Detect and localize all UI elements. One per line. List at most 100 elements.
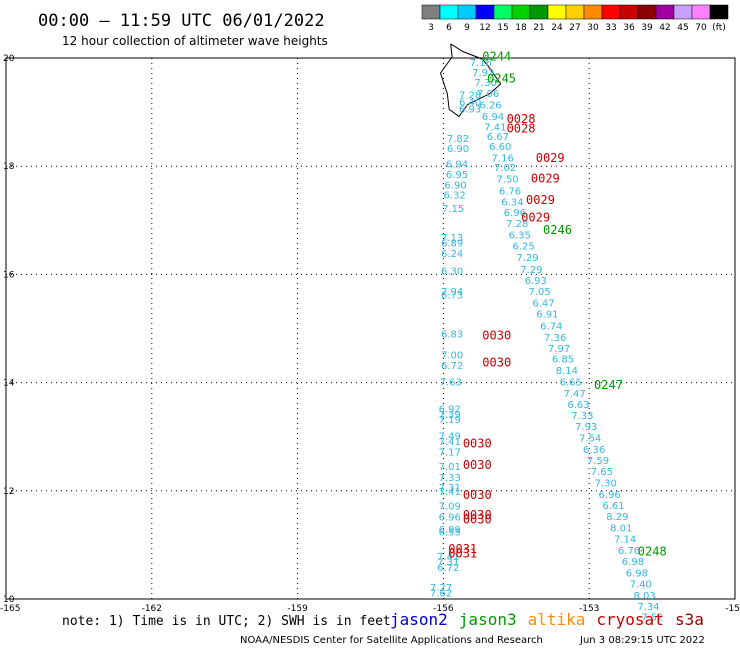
wave-height-label: 6.65 <box>560 377 582 388</box>
wave-height-label: 7.41 <box>437 552 459 563</box>
wave-height-label: 6.73 <box>441 291 463 302</box>
wave-height-label: 7.31 <box>437 557 459 568</box>
color-scale-label: 45 <box>677 23 688 33</box>
wave-height-label: 7.47 <box>563 389 585 400</box>
footer-credit: NOAA/NESDIS Center for Satellite Applica… <box>240 635 543 646</box>
wave-height-label: 7.02 <box>494 163 516 174</box>
color-scale-label: 27 <box>569 23 580 33</box>
wave-height-label: 7.01 <box>439 462 461 473</box>
y-tick-label: 20 <box>3 54 15 64</box>
wave-height-label: 6.90 <box>447 144 469 155</box>
footer-note: note: 1) Time is in UTC; 2) SWH is in fe… <box>62 614 391 629</box>
pass-number-label: 0030 <box>482 328 511 342</box>
wave-height-label: 6.94 <box>482 112 504 123</box>
island-outline <box>439 43 502 118</box>
color-scale-label: 33 <box>605 23 616 33</box>
wave-height-label: 8.29 <box>606 512 628 523</box>
wave-height-label: 6.60 <box>489 142 511 153</box>
color-swatch <box>475 4 495 20</box>
wave-height-label: 6.99 <box>439 525 461 536</box>
wave-height-label: 7.36 <box>544 333 566 344</box>
footer-timestamp: Jun 3 08:29:15 UTC 2022 <box>579 635 705 646</box>
wave-height-label: 6.34 <box>501 198 523 209</box>
wave-height-label: 7.29 <box>516 253 538 264</box>
wave-height-label: 6.96 <box>504 208 526 219</box>
pass-number-label: 0029 <box>536 151 565 165</box>
wave-height-label: 6.25 <box>512 242 534 253</box>
pass-number-label: 0030 <box>463 458 492 472</box>
axis-ticks: 10 12 14 16 18 20 -165 -162 -159 -156 -153 -15 <box>0 54 740 614</box>
wave-height-label: 6.95 <box>446 170 468 181</box>
wave-height-label: 7.17 <box>439 448 461 459</box>
color-swatch <box>547 4 567 20</box>
pass-number-label: 0246 <box>543 223 572 237</box>
color-swatch <box>619 4 639 20</box>
wave-height-label: 7.62 <box>430 588 452 599</box>
wave-height-label: 7.15 <box>442 204 464 215</box>
pass-number-label: 0031 <box>448 546 477 560</box>
coastline <box>439 43 502 118</box>
wave-height-label: 6.26 <box>479 100 501 111</box>
wave-height-label: 6.72 <box>437 563 459 574</box>
wave-height-label: 7.05 <box>528 287 550 298</box>
wave-height-label: 6.92 <box>439 404 461 415</box>
wave-height-label: 7.97 <box>548 344 570 355</box>
grid-lines <box>6 58 735 599</box>
satellite-name: s3a <box>675 610 704 629</box>
x-tick-label: -159 <box>287 604 308 614</box>
wave-height-label: 6.74 <box>540 322 562 333</box>
wave-height-label: 7.28 <box>459 91 481 102</box>
color-swatch <box>673 4 693 20</box>
color-scale-label: 3 <box>428 23 434 33</box>
wave-height-label: 6.24 <box>441 249 463 260</box>
color-swatch <box>583 4 603 20</box>
wave-height-label: 7.94 <box>441 287 463 298</box>
wave-height-label: 7.14 <box>614 535 636 546</box>
wave-height-label: 6.96 <box>439 513 461 524</box>
wave-height-label: 7.41 <box>439 487 461 498</box>
wave-height-label: 6.30 <box>441 266 463 277</box>
x-tick-label: -153 <box>579 604 599 614</box>
chart-subtitle: 12 hour collection of altimeter wave hei… <box>62 34 328 48</box>
color-swatch <box>511 4 531 20</box>
wave-height-values: 7.167.937.307.066.266.947.416.676.607.16… <box>430 58 664 624</box>
wave-height-label: 6.93 <box>459 105 481 116</box>
pass-labels: 0244024500280028002900290029002902460030… <box>448 50 666 561</box>
color-swatch <box>439 4 459 20</box>
x-tick-label: -15 <box>725 604 740 614</box>
chart-title: 00:00 – 11:59 UTC 06/01/2022 <box>38 11 325 31</box>
wave-height-label: 6.83 <box>441 330 463 341</box>
plot-frame <box>5 57 736 600</box>
x-tick-label: -156 <box>433 604 454 614</box>
color-scale-label: 6 <box>446 23 452 33</box>
wave-height-label: 7.52 <box>641 613 663 624</box>
wave-height-label: 7.13 <box>441 233 463 244</box>
wave-height-label: 7.06 <box>477 89 499 100</box>
color-swatch <box>457 4 477 20</box>
satellite-name: altika <box>528 610 586 629</box>
pass-number-label: 0030 <box>463 437 492 451</box>
wave-height-label: 7.54 <box>579 434 601 445</box>
wave-height-label: 7.27 <box>430 583 452 594</box>
wave-height-label: 7.34 <box>637 602 659 613</box>
wave-height-label: 7.29 <box>520 265 542 276</box>
wave-height-label: 7.16 <box>492 153 514 164</box>
pass-number-label: 0248 <box>638 545 667 559</box>
wave-height-label: 7.00 <box>441 350 463 361</box>
wave-height-label: 6.36 <box>583 445 605 456</box>
y-tick-label: 14 <box>3 379 15 389</box>
wave-height-label: 6.47 <box>532 298 554 309</box>
color-swatch <box>637 4 657 20</box>
color-scale-label: 15 <box>497 23 508 33</box>
color-scale-label: 30 <box>587 23 599 33</box>
wave-height-label: 6.76 <box>499 186 521 197</box>
pass-number-label: 0030 <box>463 512 492 526</box>
pass-number-label: 0244 <box>482 50 511 64</box>
color-swatch <box>421 4 441 20</box>
wave-height-label: 7.49 <box>439 431 461 442</box>
color-swatch <box>565 4 585 20</box>
color-scale-label: 39 <box>641 23 653 33</box>
wave-height-label: 7.33 <box>439 473 461 484</box>
pass-number-label: 0029 <box>531 171 560 185</box>
wave-height-label: 7.93 <box>472 68 494 79</box>
